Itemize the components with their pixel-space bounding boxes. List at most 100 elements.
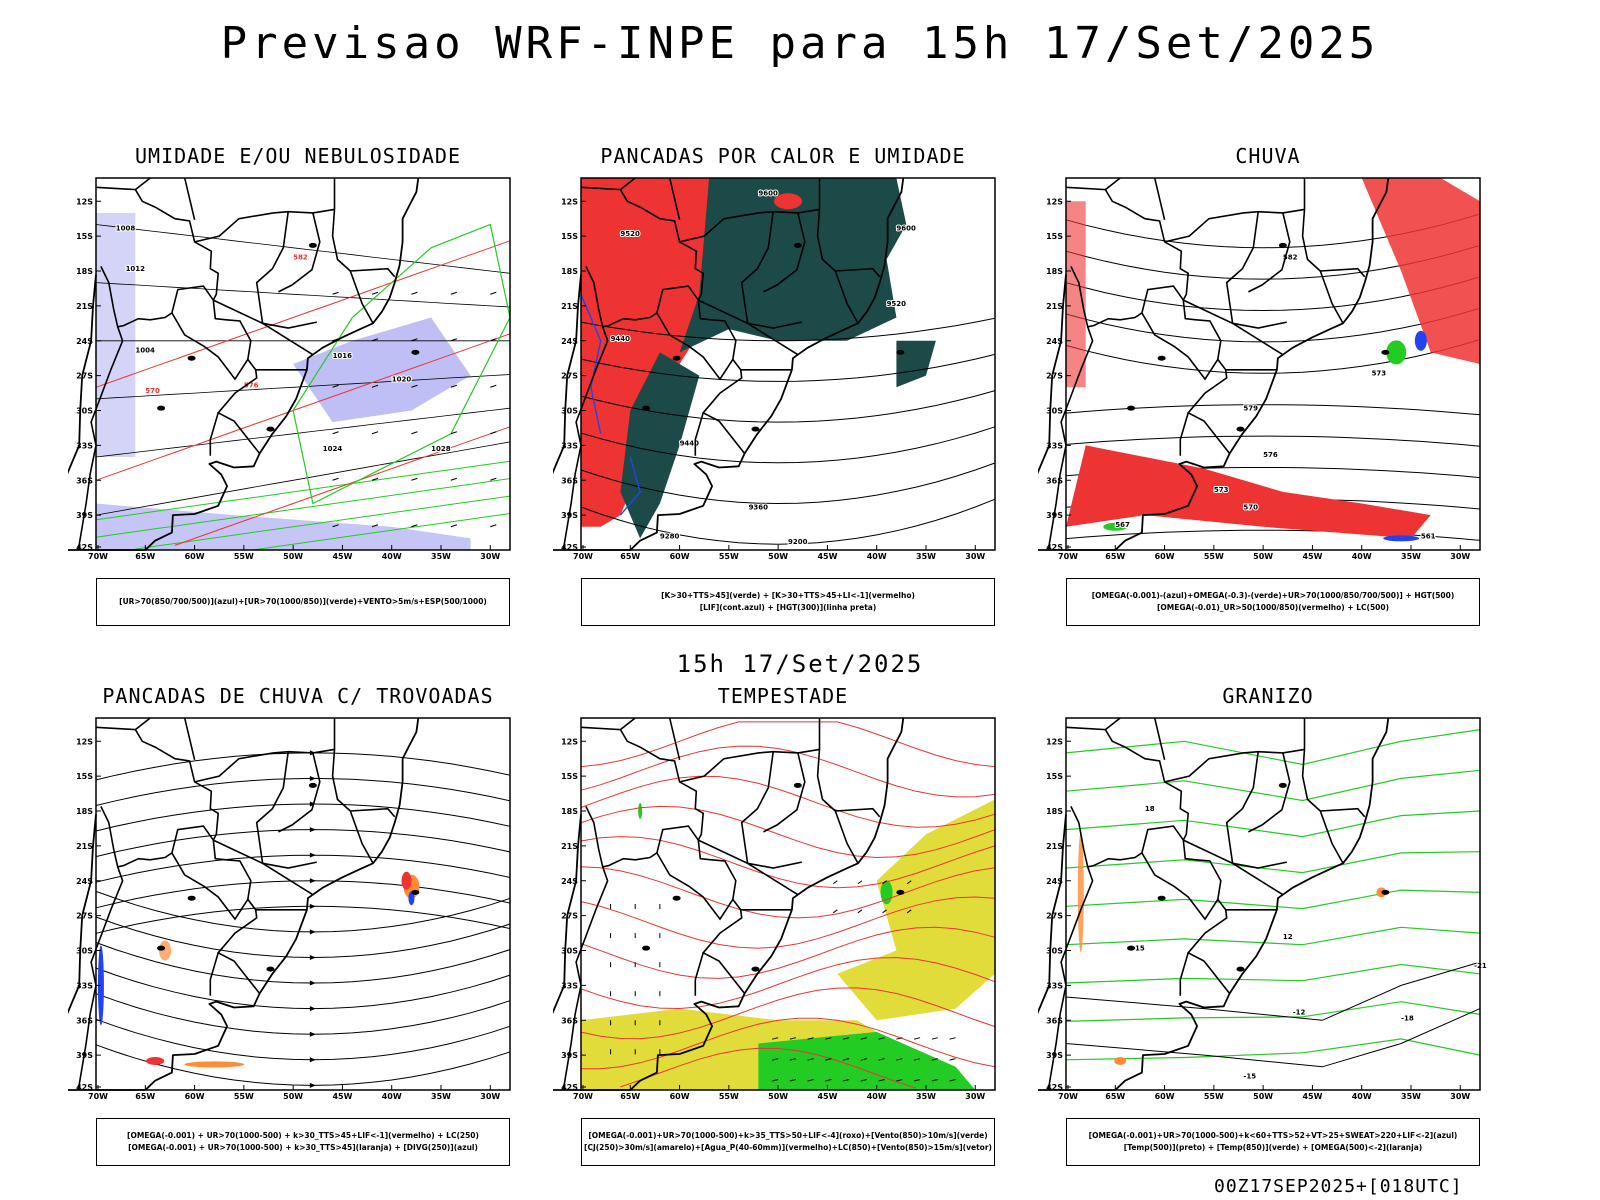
storm-area-red [146,1056,165,1065]
humidity-lower-contour [95,478,511,538]
streamline [95,942,511,984]
lat-tick-label: 42S [1046,1083,1063,1092]
panel-legend: [UR>70(850/700/500)](azul)+[UR>70(1000/8… [96,578,510,626]
run-time-label: 00Z17SEP2025+[018UTC] [1214,1176,1463,1197]
temp850-contour [1065,926,1481,946]
humidity-lower-contour [292,223,511,505]
legend-line: [UR>70(850/700/500)](azul)+[UR>70(1000/8… [119,597,487,606]
lon-tick-label: 55W [234,1092,254,1101]
country-border [656,300,737,381]
wind-vector [490,384,497,388]
contour-label: 573 [1214,486,1229,494]
country-border [763,752,806,833]
contour-label: 582 [1283,253,1298,261]
wind-vector [772,1058,779,1061]
wind-vector [411,291,418,295]
wind-vector [896,1058,903,1061]
lat-tick-label: 42S [561,1083,578,1092]
wind850-area-green [638,803,643,819]
country-border [1225,751,1259,864]
country-border [1179,952,1189,996]
streamline-arrow [309,775,316,781]
lake [1278,782,1287,788]
wind-vector [490,477,497,481]
contour-label: 9600 [758,189,778,197]
wind-vector [332,384,339,388]
lat-tick-label: 18S [561,267,578,276]
wind-vector [949,1079,956,1082]
temp850-contour [1065,810,1481,838]
lon-tick-label: 50W [768,552,788,561]
lake [1236,426,1245,432]
wind-vector [450,431,458,435]
lc850-streamline [580,896,996,949]
lon-tick-label: 65W [1105,552,1125,561]
streamline-arrow [309,1006,316,1012]
temp850-contour [1065,851,1481,874]
panel-legend: [OMEGA(-0.001) + UR>70(1000-500) + k>30_… [96,1118,510,1166]
contour-label: 9600 [896,224,916,232]
lon-tick-label: 45W [332,552,352,561]
lon-tick-label: 60W [185,1092,205,1101]
humidity-upper-area [293,317,471,423]
wind-vector [860,1037,867,1040]
country-border [212,839,317,869]
lon-tick-label: 40W [867,1092,887,1101]
isobar [95,224,511,274]
contour-label: 12 [1283,933,1293,941]
lc850-streamline [581,1017,996,1070]
omega-area-blue [1414,330,1427,351]
lat-tick-label: 27S [561,912,578,921]
wind-vector [411,384,418,388]
panel-umidade: UMIDADE E/OU NEBULOSIDADE 1008 1012 1016 10… [68,144,528,634]
thickness-line [95,333,511,481]
contour-label: -15 [1243,1072,1256,1080]
lat-tick-label: 15S [561,232,578,241]
streamline [95,829,511,858]
country-border [1047,866,1094,1091]
panel-pancadas-trovoadas: PANCADAS DE CHUVA C/ TROVOADAS 12S 15S 18S… [68,684,528,1174]
hgt300-contour [580,498,996,545]
lake [1381,889,1390,895]
panel-legend: [OMEGA(-0.001)+UR>70(1000-500)+k>35_TTS>… [581,1118,995,1166]
lat-tick-label: 33S [561,981,578,990]
lat-tick-label: 42S [76,1083,93,1092]
panel-title: CHUVA [1235,144,1301,168]
lat-tick-label: 30S [76,407,93,416]
wind-vector [490,524,497,528]
hgt500-contour [1065,435,1481,447]
panel-legend: [OMEGA(-0.001)-(azul)+OMEGA(-0.3)-(verde… [1066,578,1480,626]
rain-area-red [1361,178,1480,364]
isobar [95,441,511,516]
lat-tick-label: 30S [561,407,578,416]
lat-tick-label: 12S [76,737,93,746]
lon-tick-label: 50W [768,1092,788,1101]
lif-contour [580,294,602,434]
streamline-arrow [309,980,316,986]
country-border [1248,752,1291,833]
country-border [585,806,699,868]
lon-tick-label: 55W [719,1092,739,1101]
hgt500-contour [1065,339,1481,374]
lon-tick-label: 40W [382,1092,402,1101]
storm-area-orange [184,1061,245,1068]
lake [157,405,166,411]
coastline [68,717,420,1091]
wind-vector [411,524,418,528]
lat-tick-label: 42S [76,543,93,552]
country-border [95,186,220,301]
wind-vector [931,1037,938,1040]
wind-vector [882,909,887,914]
country-border [1164,208,1305,243]
wind-vector [857,909,863,914]
contour-label: 9520 [620,230,640,238]
lon-tick-label: 40W [1352,552,1372,561]
country-border [816,178,859,324]
lat-tick-label: 15S [1046,772,1063,781]
lat-tick-label: 36S [561,476,578,485]
legend-line: [K>30+TTS>45](verde) + [K>30+TTS>45+LI<-… [661,591,915,600]
wind-vector [490,338,497,342]
legend-line: [OMEGA(-0.001)+UR>70(1000-500)+k>35_TTS>… [588,1131,988,1140]
lon-tick-label: 35W [431,1092,451,1101]
wind-vector [832,909,838,914]
